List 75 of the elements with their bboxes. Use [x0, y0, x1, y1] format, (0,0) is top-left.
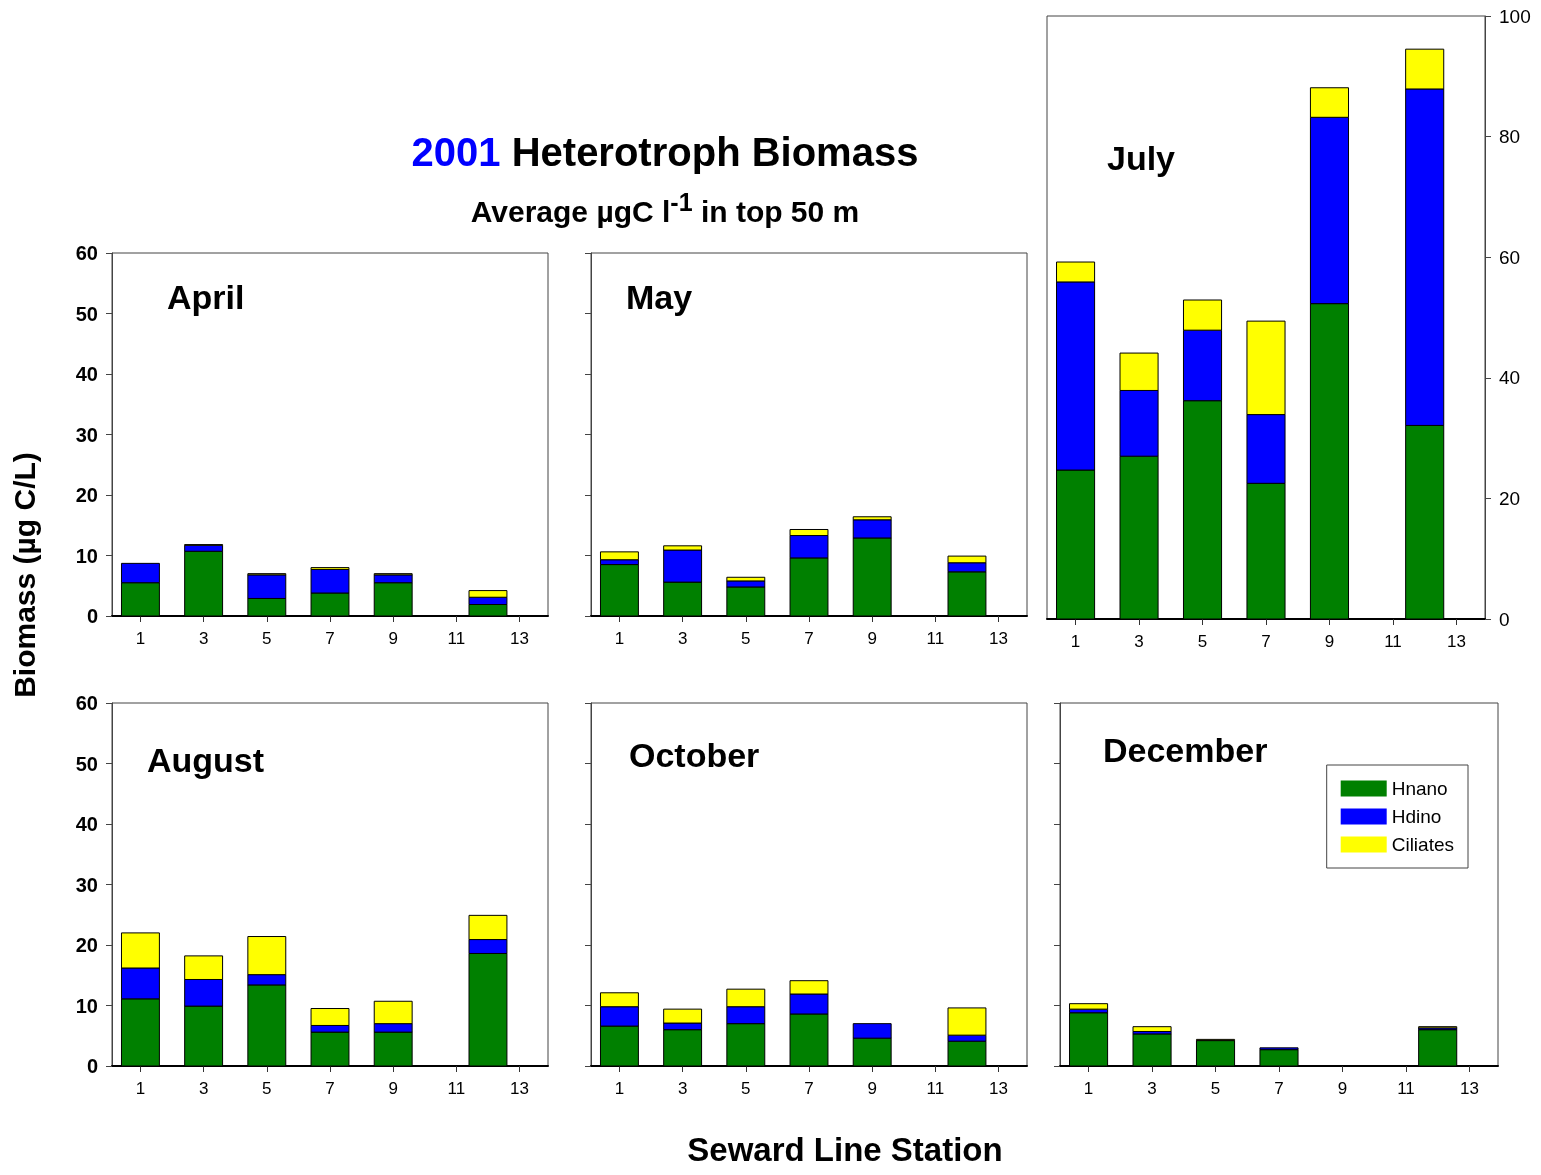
y-axis-title: Biomass (µg C/L)	[8, 452, 42, 698]
x-tick-label: 13	[510, 1079, 530, 1098]
x-tick-label: 11	[447, 629, 466, 648]
x-tick-label: 5	[741, 1079, 751, 1098]
y-tick-label: 10	[75, 544, 98, 567]
x-tick-label: 5	[741, 629, 751, 648]
text: July	[1107, 139, 1176, 177]
x-tick-label: 7	[325, 1079, 335, 1098]
x-tick-label: 13	[1446, 632, 1466, 651]
y-tick-label: 0	[86, 1055, 98, 1077]
y-tick-label: 20	[75, 484, 98, 506]
x-tick-label: 1	[1070, 632, 1081, 651]
x-tick-label: 5	[1197, 632, 1208, 651]
x-tick-label: 13	[989, 1079, 1009, 1098]
x-tick-label: 5	[262, 1079, 272, 1098]
x-tick-label: 11	[447, 1079, 466, 1098]
y-tick-label: 100	[1499, 5, 1531, 27]
x-tick-label: 11	[1397, 1079, 1415, 1098]
text: 2001 Heterotroph Biomass	[410, 130, 920, 175]
x-tick-label: 3	[1134, 632, 1144, 651]
text: Average µgC l$^{-1}$ in top 50 m	[469, 188, 861, 229]
y-tick-label: 0	[1499, 608, 1510, 630]
x-tick-label: 9	[388, 1079, 398, 1098]
x-tick-label: 11	[1384, 632, 1402, 651]
legend-label: Ciliates	[1391, 834, 1455, 855]
y-tick-label: 40	[75, 813, 98, 835]
y-tick-label: 40	[75, 363, 98, 385]
x-tick-label: 9	[388, 629, 398, 648]
x-tick-label: 1	[614, 629, 625, 648]
x-tick-label: 1	[135, 629, 146, 648]
x-tick-label: 3	[198, 1079, 209, 1098]
x-tick-label: 11	[926, 1079, 945, 1098]
y-tick-label: 60	[75, 242, 98, 264]
x-tick-label: 7	[1274, 1079, 1284, 1098]
y-tick-label: 30	[75, 873, 98, 896]
x-tick-label: 7	[804, 629, 814, 648]
x-tick-label: 9	[1337, 1079, 1348, 1098]
y-tick-label: 20	[1499, 487, 1521, 509]
x-tick-label: 11	[926, 629, 945, 648]
y-tick-label: 60	[1499, 246, 1521, 268]
x-tick-label: 13	[1459, 1079, 1479, 1098]
text: August	[147, 741, 265, 779]
x-tick-label: 1	[614, 1079, 625, 1098]
text: May	[626, 278, 693, 316]
x-tick-label: 3	[1147, 1079, 1157, 1098]
x-tick-label: 3	[198, 629, 209, 648]
x-tick-label: 1	[1083, 1079, 1094, 1098]
y-tick-label: 10	[75, 994, 98, 1017]
x-tick-label: 9	[1324, 632, 1335, 651]
x-tick-label: 1	[135, 1079, 146, 1098]
y-tick-label: 50	[75, 752, 98, 775]
y-tick-label: 80	[1499, 126, 1521, 148]
x-tick-label: 7	[1261, 632, 1271, 651]
x-tick-label: 5	[262, 629, 272, 648]
text: December	[1103, 731, 1268, 769]
x-axis-title: Seward Line Station	[687, 1131, 1003, 1169]
y-tick-label: 30	[75, 423, 98, 446]
x-tick-label: 3	[677, 629, 688, 648]
x-tick-label: 9	[867, 1079, 877, 1098]
y-tick-label: 40	[1499, 367, 1521, 389]
y-tick-label: 50	[75, 302, 98, 325]
y-tick-label: 0	[86, 605, 98, 627]
legend-label: Hnano	[1391, 778, 1448, 799]
legend-label: Hdino	[1391, 806, 1442, 827]
x-tick-label: 7	[325, 629, 335, 648]
y-tick-label: 60	[75, 692, 98, 714]
text: April	[167, 278, 245, 316]
x-tick-label: 9	[867, 629, 877, 648]
y-tick-label: 20	[75, 934, 98, 956]
x-tick-label: 13	[989, 629, 1009, 648]
text: October	[629, 736, 760, 774]
x-tick-label: 3	[677, 1079, 688, 1098]
x-tick-label: 5	[1210, 1079, 1221, 1098]
x-tick-label: 13	[510, 629, 530, 648]
x-tick-label: 7	[804, 1079, 814, 1098]
